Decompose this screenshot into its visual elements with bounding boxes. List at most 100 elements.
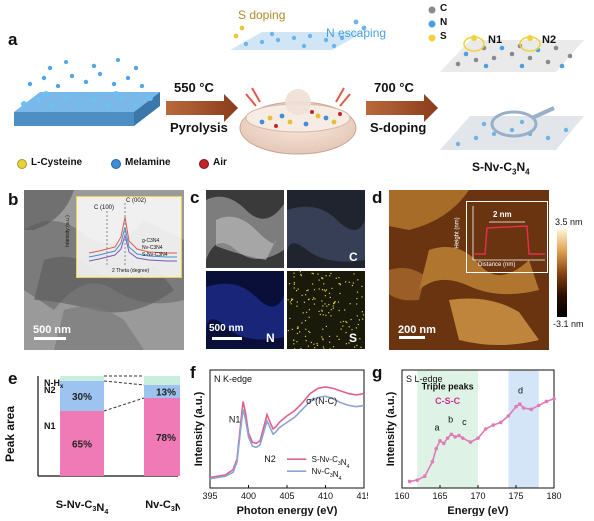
s-map-dot bbox=[316, 344, 318, 346]
data-point bbox=[423, 474, 427, 478]
s-map-dot bbox=[304, 335, 307, 337]
bar-segment-n2 bbox=[60, 381, 104, 411]
s-map-dot bbox=[300, 347, 302, 349]
highlight-band-triple bbox=[417, 370, 478, 488]
series-label-nhx: N-Hx bbox=[44, 378, 64, 390]
s-map-dot bbox=[352, 282, 354, 284]
bar-value-label: 30% bbox=[72, 392, 92, 403]
data-point bbox=[521, 406, 526, 410]
s-map-dot bbox=[332, 346, 335, 348]
data-point bbox=[476, 436, 480, 440]
bar-segment-n2 bbox=[144, 385, 180, 398]
eds-map-n bbox=[206, 271, 284, 349]
s-map-dot bbox=[318, 310, 320, 312]
s-map-dot bbox=[357, 323, 359, 326]
product-label: S-Nv-C3N4 bbox=[472, 160, 530, 177]
y-axis-label: Intensity (a.u.) bbox=[385, 391, 397, 466]
s-map-dot bbox=[338, 338, 340, 340]
s-map-dot bbox=[345, 332, 347, 334]
s-map-dot bbox=[316, 342, 318, 345]
data-point bbox=[491, 423, 495, 427]
x-tick-label: 160 bbox=[394, 491, 409, 501]
panel-letter-b: b bbox=[8, 190, 19, 209]
bar-segment-n-hx bbox=[144, 376, 180, 385]
x-tick-label: 165 bbox=[432, 491, 447, 501]
legend-dot-air bbox=[199, 159, 209, 169]
s-map-dot bbox=[317, 273, 319, 275]
inset-xlabel-b: 2 Theta (degree) bbox=[112, 268, 150, 274]
highlight-band-d bbox=[508, 370, 539, 488]
s-map-dot bbox=[291, 299, 293, 301]
magnifier-icon bbox=[490, 110, 538, 138]
atom-label-n: N bbox=[440, 17, 448, 28]
s-map-dot bbox=[313, 303, 315, 305]
peak-label-b: b bbox=[448, 414, 453, 424]
atom-legend-s bbox=[428, 34, 436, 42]
chart-title: S L-edge bbox=[406, 374, 443, 384]
s-map-dot bbox=[287, 330, 289, 332]
precursor-slab bbox=[14, 58, 160, 126]
s-map-dot bbox=[321, 310, 323, 312]
s-map-dot bbox=[356, 344, 358, 347]
s-map-dot bbox=[323, 348, 325, 349]
legend-dot-melamine bbox=[111, 159, 121, 169]
category-label: S-Nv-C3N4 bbox=[56, 499, 109, 516]
data-point bbox=[552, 397, 556, 401]
s-map-dot bbox=[304, 320, 307, 322]
product-sheet-top bbox=[440, 35, 584, 72]
label-temp-550: 550 °C bbox=[174, 80, 214, 95]
atom-label-s: S bbox=[440, 31, 447, 42]
x-axis-label: Energy (eV) bbox=[447, 505, 508, 516]
s-map-dot bbox=[331, 287, 333, 289]
eds-map-s bbox=[287, 271, 365, 349]
annotation-sigma: σ*(N-C) bbox=[306, 396, 337, 406]
s-map-dot bbox=[301, 322, 303, 324]
s-map-dot bbox=[340, 328, 342, 330]
data-point bbox=[445, 436, 450, 440]
legend-label: S-Nv-C3N4 bbox=[312, 455, 350, 470]
data-point bbox=[483, 427, 488, 431]
colorbar-min: -3.1 nm bbox=[553, 319, 584, 329]
s-map-dot bbox=[305, 311, 308, 313]
eds-label-c: C bbox=[349, 250, 358, 264]
s-map-dot bbox=[288, 283, 291, 285]
s-map-dot bbox=[311, 272, 313, 274]
s-map-dot bbox=[318, 288, 320, 290]
s-map-dot bbox=[293, 276, 295, 278]
panel-letter-f: f bbox=[190, 363, 196, 382]
s-map-dot bbox=[321, 336, 323, 338]
legend-air: Air bbox=[213, 157, 227, 168]
atom-legend-c bbox=[428, 6, 436, 14]
eds-label-s: S bbox=[349, 331, 358, 345]
data-point bbox=[518, 402, 522, 406]
annotation-triple-peaks: Triple peaks bbox=[422, 382, 474, 392]
s-map-dot bbox=[342, 325, 344, 327]
x-tick-label: 415 bbox=[356, 491, 368, 501]
eds-map-c bbox=[287, 190, 365, 268]
annotation-n2: N2 bbox=[264, 454, 276, 464]
s-map-dot bbox=[357, 279, 359, 281]
data-point bbox=[457, 433, 461, 438]
chart-title: N K-edge bbox=[214, 374, 252, 384]
x-tick-label: 410 bbox=[318, 491, 333, 501]
s-map-dot bbox=[322, 328, 324, 330]
s-map-dot bbox=[313, 297, 315, 299]
label-s-doping-top: S doping bbox=[238, 8, 286, 22]
site-label-n2: N2 bbox=[542, 34, 557, 46]
s-map-dot bbox=[322, 305, 324, 307]
s-map-dot bbox=[353, 273, 355, 275]
s-map-dot bbox=[323, 289, 325, 291]
s-map-dot bbox=[338, 277, 340, 279]
s-map-dot bbox=[355, 327, 357, 329]
inset-peak-100: C (100) bbox=[94, 205, 115, 211]
annotation-c-s-c: C-S-C bbox=[435, 396, 460, 406]
s-map-dot bbox=[337, 301, 340, 303]
arrow-pyrolysis bbox=[166, 94, 238, 122]
s-map-dot bbox=[305, 328, 307, 330]
s-map-dot bbox=[360, 346, 362, 348]
s-map-dot bbox=[322, 338, 324, 340]
s-map-dot bbox=[307, 289, 309, 291]
s-map-dot bbox=[345, 343, 347, 345]
s-map-dot bbox=[359, 338, 361, 340]
s-map-dot bbox=[349, 303, 351, 305]
